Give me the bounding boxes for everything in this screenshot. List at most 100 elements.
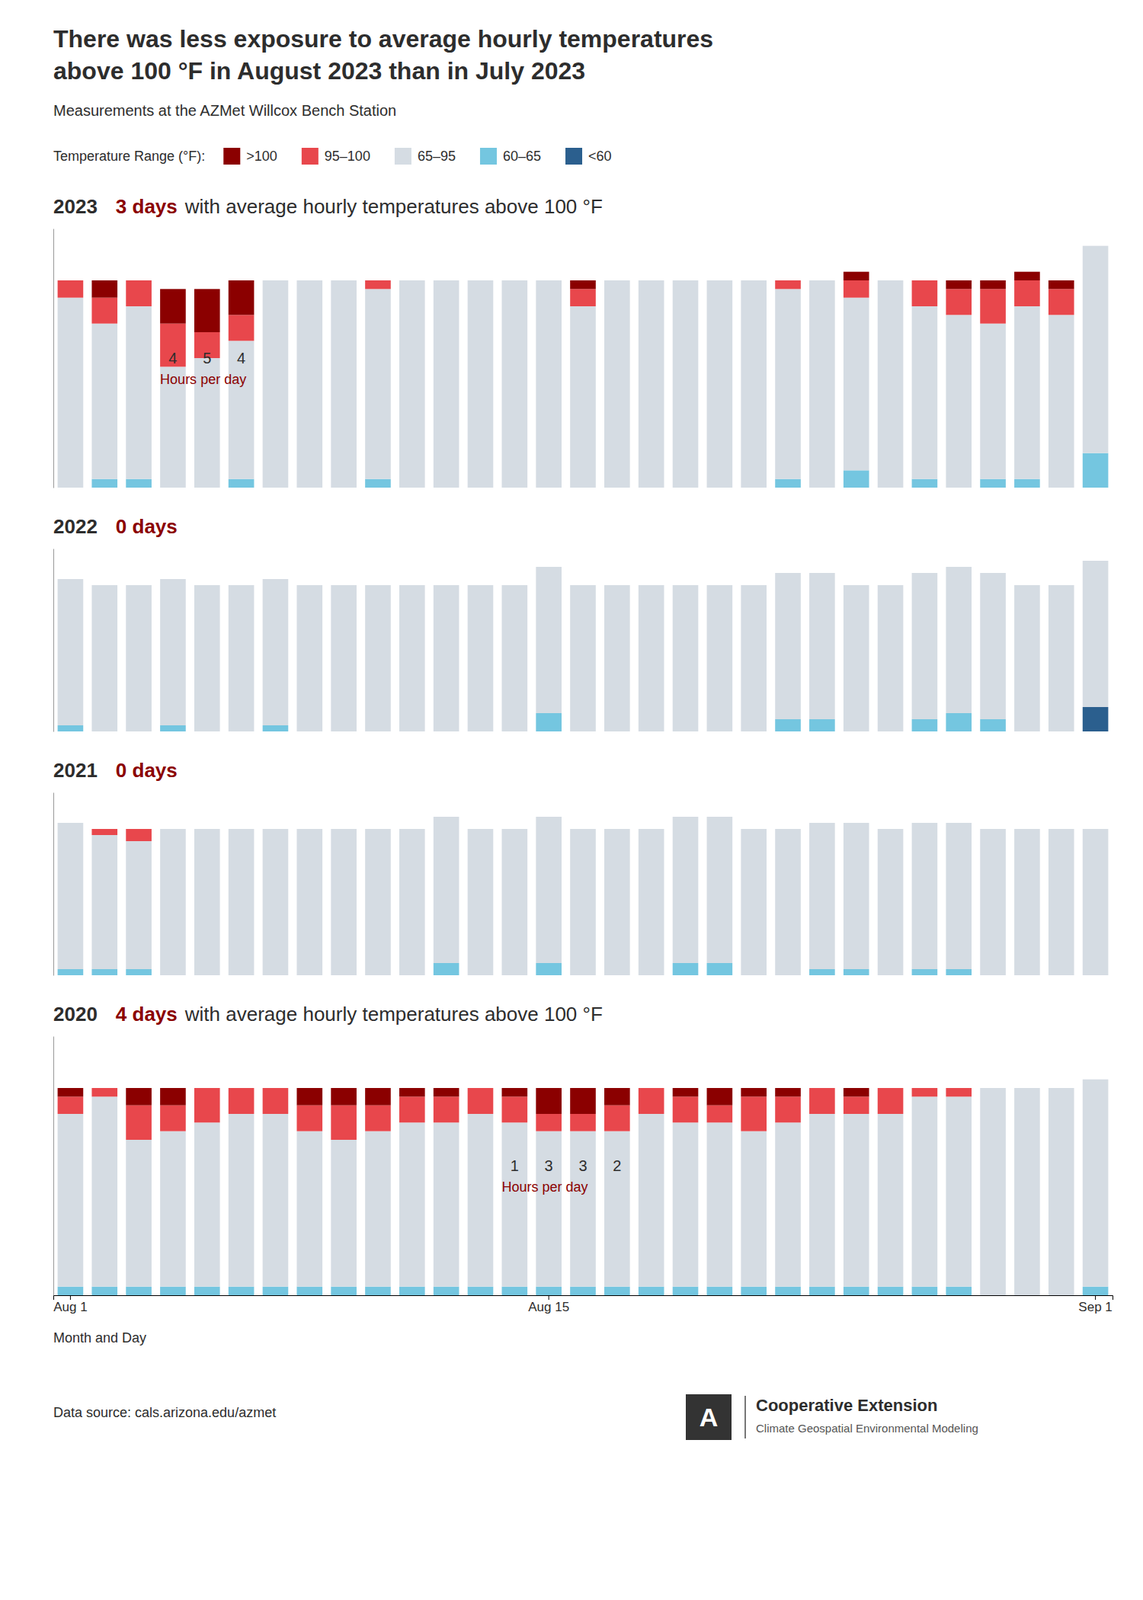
bar: [740, 829, 767, 976]
bar: [57, 579, 84, 580]
bar: [1014, 280, 1041, 307]
bar: [912, 280, 939, 282]
bar: [809, 1287, 836, 1296]
value-label: 3: [578, 1157, 587, 1175]
panel-title: 2023: [53, 195, 98, 218]
bar: [194, 829, 221, 830]
bar: [57, 822, 84, 824]
bar: [1048, 585, 1075, 732]
bar: [912, 479, 939, 488]
bar: [125, 306, 152, 480]
bar: [707, 1287, 734, 1296]
bar: [604, 585, 631, 586]
bar: [774, 829, 801, 830]
bar-series: [57, 816, 1109, 976]
bar: [228, 1287, 255, 1296]
bar: [638, 829, 665, 976]
bar: [1048, 314, 1075, 488]
x-tick-label: Aug 15: [528, 1299, 570, 1315]
bar: [672, 585, 699, 586]
bar: [502, 1088, 529, 1097]
bar: [1082, 245, 1109, 247]
value-label: 4: [236, 349, 246, 367]
bar: [228, 829, 255, 830]
bar: [740, 1131, 767, 1288]
bar: [535, 816, 562, 964]
bar: [160, 829, 186, 830]
bar: [707, 963, 734, 976]
bar: [160, 829, 186, 830]
bar: [160, 579, 186, 726]
title: There was less exposure to average hourl…: [53, 25, 714, 53]
bar: [809, 719, 836, 732]
panel-subtitle: 4 days: [115, 1002, 178, 1026]
bar: [774, 479, 801, 488]
panel: 454Hours per day: [54, 229, 1109, 489]
bar: [809, 280, 836, 282]
bar: [979, 829, 1006, 830]
bar: [433, 585, 460, 732]
bar: [364, 479, 391, 488]
bar: [467, 829, 494, 830]
bar: [399, 1088, 426, 1097]
bar: [296, 1088, 323, 1106]
bar: [364, 1105, 391, 1132]
bar: [843, 1287, 870, 1296]
value-label: 5: [202, 349, 212, 367]
bar: [433, 816, 460, 818]
bar: [877, 585, 904, 586]
bar: [160, 1088, 186, 1106]
bar: [467, 585, 494, 586]
bar: [160, 1131, 186, 1288]
y-axis-line: [53, 549, 55, 733]
bar: [1048, 585, 1075, 586]
bar: [399, 585, 426, 586]
bar: [672, 280, 699, 282]
y-axis: [53, 793, 55, 977]
bar: [979, 573, 1006, 574]
y-axis: [53, 1037, 55, 1297]
bar: [364, 288, 391, 479]
bar: [194, 1122, 221, 1287]
bar: [945, 822, 972, 824]
bar: [364, 1088, 391, 1106]
bar: [262, 579, 289, 726]
value-label: 2: [612, 1157, 622, 1175]
bar: [125, 280, 152, 307]
bar: [399, 585, 426, 732]
bar: [809, 822, 836, 824]
bar: [740, 829, 767, 830]
bar: [502, 280, 529, 282]
bar: [912, 573, 939, 574]
bar: [707, 816, 734, 818]
bar: [502, 280, 529, 488]
bar: [877, 280, 904, 282]
bar: [774, 719, 801, 732]
bar: [194, 1287, 221, 1296]
bar: [125, 585, 152, 586]
footer-text: Cooperative Extension: [755, 1395, 938, 1416]
bar: [330, 829, 357, 976]
bar: [809, 1088, 836, 1115]
bar: [945, 822, 972, 970]
bar: [228, 829, 255, 976]
bar: [125, 585, 152, 586]
bar: [330, 585, 357, 732]
bar: [160, 829, 186, 976]
bar: [91, 1088, 118, 1097]
bar: [1048, 288, 1075, 315]
legend-swatch: [480, 147, 497, 165]
bar: [125, 1139, 152, 1288]
bar: [1082, 560, 1109, 562]
bar: [194, 288, 221, 333]
bar-series: [57, 1079, 1109, 1296]
panel-subtitle: with average hourly temperatures above 1…: [184, 195, 603, 218]
bar: [535, 1114, 562, 1132]
bar: [638, 280, 665, 282]
bar: [638, 280, 665, 282]
bar: [364, 829, 391, 830]
bar: [330, 280, 357, 488]
bar: [296, 280, 323, 282]
bar: [467, 585, 494, 586]
bar: [740, 1088, 767, 1097]
